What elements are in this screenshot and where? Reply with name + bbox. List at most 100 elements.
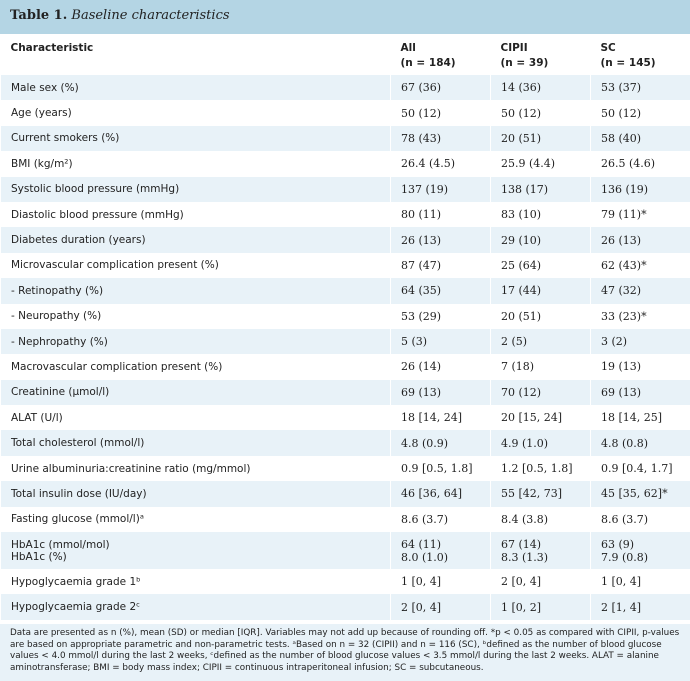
cell-sc: 4.8 (0.8) (590, 430, 690, 456)
cell-cipii: 138 (17) (490, 176, 591, 202)
row-label: HbA1c (mmol/mol) HbA1c (%) (0, 532, 391, 570)
table-row: Microvascular complication present (%) 87… (0, 252, 690, 279)
cell-cipii: 25 (64) (490, 252, 591, 279)
table-row: HbA1c (mmol/mol) HbA1c (%) 64 (11) 8.0 (1.0… (0, 532, 690, 570)
table-row: BMI (kg/m²) 26.4 (4.5) 25.9 (4.4) 26.5 (4.6… (0, 151, 690, 177)
cell-all: 2 [0, 4] (390, 594, 491, 620)
cell-all: 53 (29) (390, 303, 491, 329)
row-label: Total cholesterol (mmol/l) (0, 430, 391, 456)
cell-cipii: 17 (44) (490, 278, 591, 304)
row-label: ALAT (U/l) (0, 405, 391, 431)
row-label: Urine albuminuria:creatinine ratio (mg/m… (0, 455, 391, 482)
cell-sc: 19 (13) (590, 354, 690, 380)
table-row: ALAT (U/l) 18 [14, 24] 20 [15, 24] 18 [14, … (0, 405, 690, 431)
table-footnote: Data are presented as n (%), mean (SD) o… (0, 624, 690, 681)
table-row: - Neuropathy (%) 53 (29) 20 (51) 33 (23)* (0, 303, 690, 329)
header-characteristic: Characteristic (10, 42, 94, 54)
cell-sc: 63 (9) 7.9 (0.8) (590, 532, 690, 570)
cell-cipii: 8.4 (3.8) (490, 506, 591, 533)
cell-cipii: 14 (36) (490, 75, 591, 101)
row-label: - Nephropathy (%) (0, 328, 391, 355)
cell-sc: 62 (43)* (590, 252, 690, 279)
table-row: Hypoglycaemia grade 1ᵇ 1 [0, 4] 2 [0, 4] 1 … (0, 569, 690, 595)
cell-all: 1 [0, 4] (390, 569, 491, 595)
cell-sc: 47 (32) (590, 278, 690, 304)
cell-cipii: 2 (5) (490, 328, 591, 355)
cell-all: 5 (3) (390, 328, 491, 355)
cell-sc: 2 [1, 4] (590, 594, 690, 620)
table-row: Age (years) 50 (12) 50 (12) 50 (12) (0, 100, 690, 126)
row-label: Total insulin dose (IU/day) (0, 481, 391, 507)
row-label: Microvascular complication present (%) (0, 252, 391, 279)
row-label: Hypoglycaemia grade 1ᵇ (0, 569, 391, 595)
table-title: Table 1. Baseline characteristics (0, 0, 690, 34)
cell-sc: 136 (19) (590, 176, 690, 202)
cell-all: 78 (43) (390, 125, 491, 152)
cell-all: 137 (19) (390, 176, 491, 202)
header-all: All (n = 184) (400, 42, 456, 69)
cell-cipii: 1 [0, 2] (490, 594, 591, 620)
cell-sc: 69 (13) (590, 379, 690, 406)
table-row: Macrovascular complication present (%) 26… (0, 354, 690, 380)
table-row: Diastolic blood pressure (mmHg) 80 (11) 83… (0, 201, 690, 228)
cell-sc: 33 (23)* (590, 303, 690, 329)
row-label: Male sex (%) (0, 75, 391, 101)
table-row: Total insulin dose (IU/day) 46 [36, 64] 55… (0, 481, 690, 507)
cell-sc: 50 (12) (590, 100, 690, 126)
cell-cipii: 83 (10) (490, 201, 591, 228)
table-row: Systolic blood pressure (mmHg) 137 (19) 13… (0, 176, 690, 202)
cell-sc: 45 [35, 62]* (590, 481, 690, 507)
header-cipii: CIPII (n = 39) (500, 42, 549, 69)
cell-all: 50 (12) (390, 100, 491, 126)
row-label: Creatinine (µmol/l) (0, 379, 391, 406)
table-row: Diabetes duration (years) 26 (13) 29 (10) 2… (0, 227, 690, 253)
cell-sc: 3 (2) (590, 328, 690, 355)
row-label: BMI (kg/m²) (0, 151, 391, 177)
cell-all: 26 (13) (390, 227, 491, 253)
cell-all: 8.6 (3.7) (390, 506, 491, 533)
table-row: Fasting glucose (mmol/l)ᵃ 8.6 (3.7) 8.4 (3… (0, 506, 690, 533)
header-row: Characteristic All (n = 184) CIPII (n = 39… (0, 34, 690, 75)
table-number: Table 1. (10, 8, 68, 23)
cell-cipii: 2 [0, 4] (490, 569, 591, 595)
cell-sc: 26 (13) (590, 227, 690, 253)
cell-sc: 18 [14, 25] (590, 405, 690, 431)
cell-all: 26.4 (4.5) (390, 151, 491, 177)
table-row: Urine albuminuria:creatinine ratio (mg/m… (0, 455, 690, 482)
row-label: - Retinopathy (%) (0, 278, 391, 304)
row-label: Diabetes duration (years) (0, 227, 391, 253)
cell-all: 4.8 (0.9) (390, 430, 491, 456)
row-label: Macrovascular complication present (%) (0, 354, 391, 380)
cell-all: 69 (13) (390, 379, 491, 406)
row-label: Hypoglycaemia grade 2ᶜ (0, 594, 391, 620)
cell-sc: 0.9 [0.4, 1.7] (590, 455, 690, 482)
table-row: Creatinine (µmol/l) 69 (13) 70 (12) 69 (13) (0, 379, 690, 406)
row-label: Fasting glucose (mmol/l)ᵃ (0, 506, 391, 533)
cell-cipii: 20 (51) (490, 303, 591, 329)
cell-sc: 79 (11)* (590, 201, 690, 228)
cell-all: 26 (14) (390, 354, 491, 380)
table-row: Current smokers (%) 78 (43) 20 (51) 58 (40) (0, 125, 690, 152)
cell-cipii: 67 (14) 8.3 (1.3) (490, 532, 591, 570)
cell-cipii: 7 (18) (490, 354, 591, 380)
cell-all: 0.9 [0.5, 1.8] (390, 455, 491, 482)
row-label: - Neuropathy (%) (0, 303, 391, 329)
cell-sc: 53 (37) (590, 75, 690, 101)
cell-cipii: 25.9 (4.4) (490, 151, 591, 177)
table-row: Hypoglycaemia grade 2ᶜ 2 [0, 4] 1 [0, 2] 2 … (0, 594, 690, 620)
cell-cipii: 20 [15, 24] (490, 405, 591, 431)
cell-all: 46 [36, 64] (390, 481, 491, 507)
cell-cipii: 4.9 (1.0) (490, 430, 591, 456)
cell-cipii: 50 (12) (490, 100, 591, 126)
table-row: Male sex (%) 67 (36) 14 (36) 53 (37) (0, 75, 690, 101)
cell-cipii: 20 (51) (490, 125, 591, 152)
table-row: - Retinopathy (%) 64 (35) 17 (44) 47 (32) (0, 278, 690, 304)
row-label: Age (years) (0, 100, 391, 126)
cell-all: 87 (47) (390, 252, 491, 279)
table-name: Baseline characteristics (71, 8, 230, 23)
row-label: Current smokers (%) (0, 125, 391, 152)
cell-all: 64 (11) 8.0 (1.0) (390, 532, 491, 570)
cell-all: 64 (35) (390, 278, 491, 304)
header-sc: SC (n = 145) (600, 42, 656, 69)
cell-all: 67 (36) (390, 75, 491, 101)
